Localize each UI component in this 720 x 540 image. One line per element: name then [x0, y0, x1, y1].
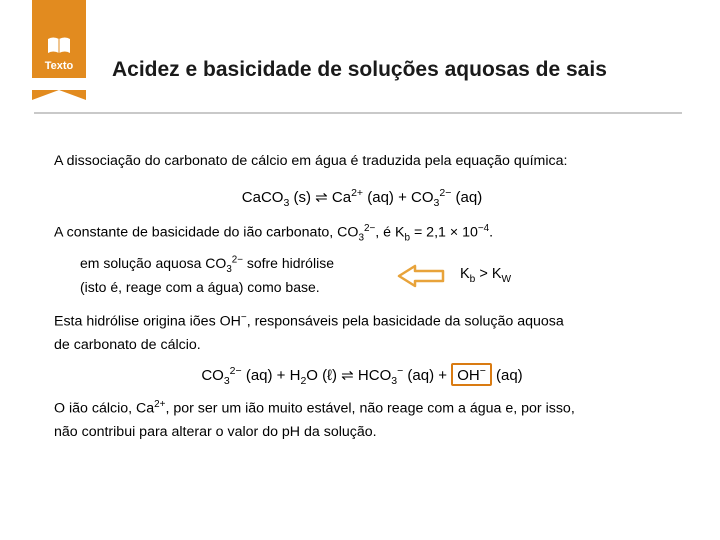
eq2-b: H: [290, 367, 301, 384]
brand-badge: Texto: [32, 0, 86, 78]
p3-line1: Esta hidrólise origina iões OH−, respons…: [54, 310, 670, 334]
eq1-plus: +: [398, 189, 411, 206]
page-title: Acidez e basicidade de soluções aquosas …: [112, 58, 607, 82]
p2d: .: [489, 225, 493, 241]
p4-sup: 2+: [154, 399, 165, 410]
eq1-r2-state: (aq): [451, 189, 482, 206]
p3-line2: de carbonato de cálcio.: [54, 334, 670, 357]
hydrolysis-text: em solução aquosa CO32− sofre hidrólise …: [54, 253, 394, 297]
eq2-d-sup: −: [480, 365, 486, 377]
eq2-d-state: (aq): [492, 367, 523, 384]
eq1-r1-state: (aq): [363, 189, 394, 206]
eq2-d: OH: [457, 367, 480, 384]
brand-label: Texto: [45, 60, 74, 72]
left-arrow-icon: [394, 263, 450, 289]
kb-left: K: [460, 266, 470, 282]
intro-text: A dissociação do carbonato de cálcio em …: [54, 150, 670, 173]
brand-ribbon: [32, 90, 86, 100]
hyd-l1b: sofre hidrólise: [243, 255, 334, 271]
eq1-lhs: CaCO: [242, 189, 284, 206]
eq1-r1: Ca: [332, 189, 351, 206]
kb-text: A constante de basicidade do ião carbona…: [54, 221, 670, 247]
eq2-c: HCO: [358, 367, 391, 384]
p3b: , responsáveis pela basicidade da soluçã…: [247, 313, 564, 329]
hyd-sub: 3: [226, 264, 231, 275]
hydrolysis-row: em solução aquosa CO32− sofre hidrólise …: [54, 253, 670, 297]
eq2-arrow: ⇌: [341, 367, 358, 384]
eq1-r2: CO: [411, 189, 434, 206]
hyd-l1a: em solução aquosa CO: [80, 255, 226, 271]
kb-gt: >: [475, 266, 492, 282]
carb-sub: 3: [358, 233, 364, 244]
brand-logo: Texto: [32, 0, 86, 90]
hyd-l2: (isto é, reage com a água) como base.: [80, 279, 320, 295]
eq1-lhs-state: (s): [289, 189, 311, 206]
book-icon: [46, 36, 72, 56]
p3a: Esta hidrólise origina iões OH: [54, 313, 241, 329]
eq2-a: CO: [201, 367, 224, 384]
eq2-c-state: (aq): [403, 367, 434, 384]
eq2-plus2: +: [438, 367, 451, 384]
p2c: = 2,1 × 10: [410, 225, 478, 241]
equation-hydrolysis: CO32− (aq) + H2O (ℓ) ⇌ HCO3− (aq) + OH− …: [54, 363, 670, 387]
oh-highlight-box: OH−: [451, 363, 492, 386]
kb-right: K: [492, 266, 502, 282]
p2a: A constante de basicidade do ião carbona…: [54, 225, 358, 241]
kb-comparison: Kb > KW: [450, 266, 511, 285]
eq1-r1-sup: 2+: [351, 187, 363, 199]
divider: [34, 112, 682, 114]
p4-line2: não contribui para alterar o valor do pH…: [54, 421, 670, 444]
equation-dissociation: CaCO3 (s) ⇌ Ca2+ (aq) + CO32− (aq): [54, 187, 670, 209]
eq1-r2-sup: 2−: [439, 187, 451, 199]
hyd-sup: 2−: [232, 255, 243, 266]
eq1-arrow: ⇌: [315, 189, 332, 206]
eq2-a-sup: 2−: [230, 365, 242, 377]
carb-sup: 2−: [364, 223, 375, 234]
exp-m4: −4: [478, 223, 489, 234]
kb-right-sub: W: [502, 274, 512, 285]
p4a: O ião cálcio, Ca: [54, 401, 154, 417]
p4-line1: O ião cálcio, Ca2+, por ser um ião muito…: [54, 397, 670, 421]
eq2-b2: O (ℓ): [306, 367, 337, 384]
eq2-plus1: +: [277, 367, 290, 384]
eq2-a-state: (aq): [242, 367, 273, 384]
p4b: , por ser um ião muito estável, não reag…: [165, 401, 574, 417]
content-area: A dissociação do carbonato de cálcio em …: [54, 150, 670, 445]
p2b: , é K: [375, 225, 404, 241]
